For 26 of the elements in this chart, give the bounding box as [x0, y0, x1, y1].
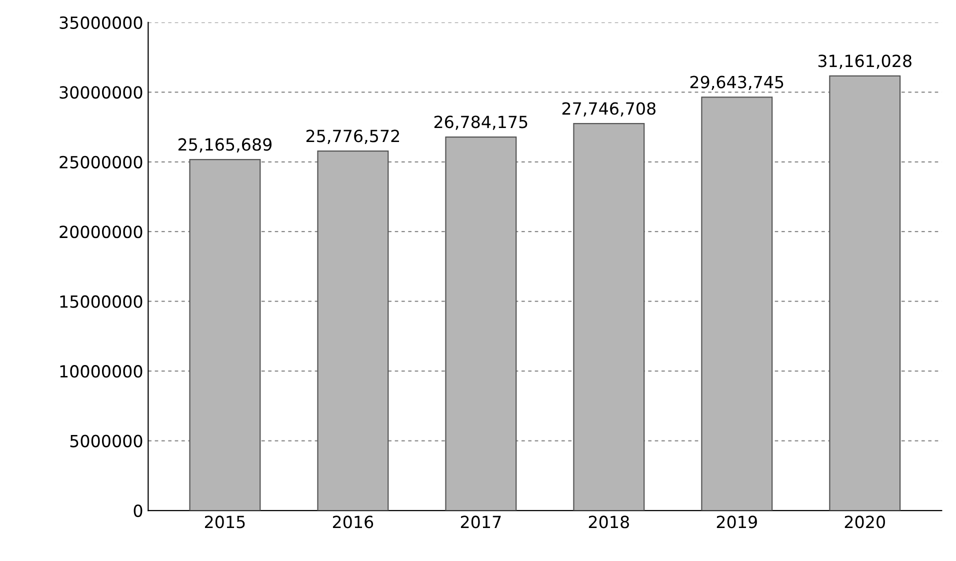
bar [573, 123, 645, 511]
bar [829, 75, 901, 511]
x-tick-label: 2018 [588, 516, 629, 528]
data-label: 26,784,175 [434, 116, 528, 130]
y-tick-label: 35000000 [60, 16, 142, 30]
bar [701, 96, 773, 511]
y-tick-label: 0 [134, 504, 142, 518]
x-tick-label: 2017 [460, 516, 501, 528]
y-tick-label: 30000000 [60, 86, 142, 99]
x-tick-label: 2016 [332, 516, 374, 528]
data-label: 31,161,028 [818, 54, 912, 69]
y-tick-label: 15000000 [60, 295, 142, 308]
bar [317, 150, 389, 511]
data-label: 25,165,689 [178, 138, 272, 152]
data-label: 27,746,708 [562, 102, 656, 116]
bar [189, 159, 261, 511]
y-tick-label: 5000000 [70, 434, 142, 448]
x-tick-label: 2020 [844, 516, 885, 528]
x-tick-label: 2019 [716, 516, 757, 528]
y-tick-label: 20000000 [60, 226, 142, 238]
y-tick-label: 25000000 [60, 156, 142, 168]
bar [445, 136, 517, 511]
data-label: 29,643,745 [690, 76, 784, 90]
y-tick-label: 10000000 [60, 365, 142, 378]
x-tick-label: 2015 [204, 516, 245, 528]
data-label: 25,776,572 [306, 130, 399, 144]
